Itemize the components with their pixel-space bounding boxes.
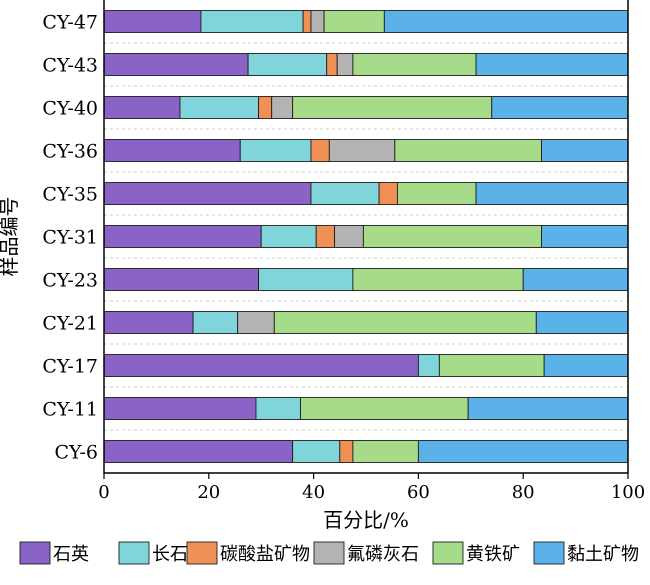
bar-segment-cy-40-s0 [103,96,181,119]
bar-segment-cy-11-s5 [467,397,629,420]
bar-segment-cy-17-s1 [417,354,440,377]
x-tick-label: 100 [611,482,645,503]
bar-segment-cy-35-s1 [310,182,380,205]
bar-segment-cy-31-s0 [103,225,262,248]
bar-segment-cy-47-s1 [200,10,304,33]
bar-segment-cy-40-s1 [179,96,260,119]
legend-swatch [186,541,218,565]
category-label: CY-6 [54,442,98,464]
bar-segment-cy-36-s4 [394,139,542,162]
bar-segment-cy-47-s5 [383,10,629,33]
bar-segment-cy-23-s5 [522,268,629,291]
bar-segment-cy-21-s5 [535,311,629,334]
x-axis-ticks: 0 20 40 60 80 100 [98,473,645,503]
bar-segment-cy-31-s2 [315,225,336,248]
bar-segment-cy-6-s5 [417,440,629,463]
y-axis-title: 样品编号 [0,197,21,277]
legend: 石英 长石 碳酸盐矿物 氟磷灰石 黄铁矿 黏土矿物 [19,541,639,565]
bar-segment-cy-47-s0 [103,10,202,33]
bar-segment-cy-36-s0 [103,139,241,162]
bar-segment-cy-21-s0 [103,311,194,334]
legend-swatch [19,541,51,565]
bar-segment-cy-17-s5 [543,354,629,377]
legend-label: 碳酸盐矿物 [220,544,310,565]
x-axis-title: 百分比/% [323,508,409,532]
category-labels: CY-47 CY-43 CY-40 CY-36 CY-35 CY-31 CY-23 CY-21… [42,12,98,464]
bar-segment-cy-36-s1 [239,139,312,162]
bar-segment-cy-43-s0 [103,53,249,76]
bar-segment-cy-43-s3 [336,53,354,76]
category-label: CY-36 [42,141,98,163]
bar-segment-cy-35-s4 [396,182,477,205]
bar-segment-cy-36-s2 [310,139,330,162]
bar-segment-cy-35-s2 [378,182,398,205]
bar-segment-cy-43-s5 [475,53,629,76]
bar-segment-cy-47-s3 [310,10,325,33]
bar-segment-cy-35-s5 [475,182,629,205]
bar-segment-cy-23-s1 [258,268,354,291]
legend-label: 黏土矿物 [567,544,639,565]
bar-segment-cy-6-s0 [103,440,294,463]
bar-segment-cy-43-s2 [326,53,338,76]
category-label: CY-21 [42,313,98,335]
legend-label: 氟磷灰石 [347,544,419,565]
bar-segment-cy-31-s5 [541,225,629,248]
category-label: CY-43 [42,55,98,77]
legend-swatch [533,541,565,565]
bar-segment-cy-6-s1 [292,440,341,463]
bar-segment-cy-36-s5 [541,139,629,162]
bar-segment-cy-23-s0 [103,268,260,291]
category-label: CY-31 [42,227,98,249]
bar-segment-cy-47-s2 [302,10,312,33]
x-tick-label: 80 [512,482,535,503]
legend-swatch [118,541,150,565]
bar-segment-cy-40-s2 [258,96,273,119]
bar-segment-cy-11-s4 [300,397,469,420]
bar-segment-cy-40-s5 [491,96,629,119]
bar-segment-cy-43-s1 [247,53,328,76]
bar-segment-cy-6-s2 [339,440,354,463]
bar-segment-cy-40-s4 [292,96,493,119]
legend-swatch [432,541,464,565]
bar-segment-cy-43-s4 [352,53,477,76]
bar-segment-cy-31-s3 [334,225,364,248]
bars [103,10,629,463]
bar-segment-cy-21-s4 [273,311,537,334]
bar-segment-cy-21-s1 [192,311,239,334]
x-tick-label: 40 [302,482,325,503]
bar-segment-cy-31-s4 [362,225,542,248]
bar-segment-cy-21-s3 [237,311,275,334]
bar-segment-cy-11-s1 [255,397,301,420]
legend-label: 长石 [152,544,188,565]
bar-segment-cy-17-s0 [103,354,419,377]
x-tick-label: 60 [407,482,430,503]
legend-label: 石英 [53,544,89,565]
x-tick-label: 0 [98,482,109,503]
bar-segment-cy-17-s4 [438,354,545,377]
x-tick-label: 20 [197,482,220,503]
bar-segment-cy-11-s0 [103,397,257,420]
category-label: CY-11 [42,399,98,421]
category-label: CY-17 [42,356,98,378]
legend-label: 黄铁矿 [466,544,520,565]
bar-segment-cy-36-s3 [328,139,396,162]
category-label: CY-23 [42,270,98,292]
bar-segment-cy-40-s3 [271,96,294,119]
bar-segment-cy-6-s4 [352,440,419,463]
bar-segment-cy-47-s4 [323,10,385,33]
category-label: CY-35 [42,184,98,206]
bar-segment-cy-35-s0 [103,182,312,205]
plot-frame [103,0,629,474]
category-label: CY-40 [42,98,98,120]
bar-segment-cy-31-s1 [260,225,317,248]
legend-swatch [313,541,345,565]
bar-segment-cy-23-s4 [352,268,524,291]
category-label: CY-47 [42,12,98,34]
